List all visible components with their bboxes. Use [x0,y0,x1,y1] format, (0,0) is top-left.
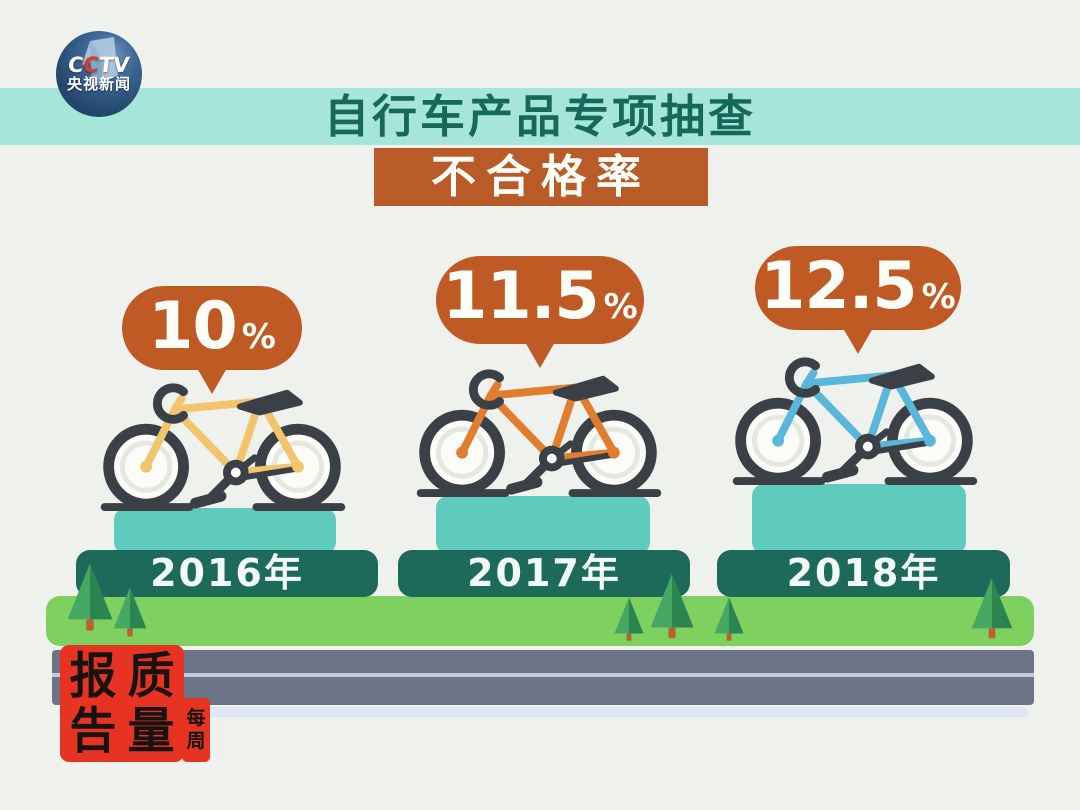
year-label: 2016年 [150,551,304,595]
title-banner: 自行车产品专项抽查 [0,88,1080,145]
pine-tree-icon [67,563,113,631]
road-lane [52,650,1034,673]
road [52,650,1034,705]
bicycle-icon [416,369,662,498]
percent-sign: % [921,277,956,317]
podium-top [752,484,966,554]
year-label: 2018年 [786,551,941,595]
percent-sign: % [241,317,276,357]
pine-tree-icon [971,577,1013,639]
grass-strip [46,596,1034,646]
seal-char: 质 [127,647,175,705]
rate-value: 11.5 [442,259,599,334]
seal-side-char: 每 [186,707,206,729]
rate-value: 12.5 [760,249,917,324]
subtitle-badge: 不合格率 [374,148,708,206]
seal-main-stamp: 报 质 告 量 [60,645,184,762]
rate-bubble: 12.5 % [755,246,961,354]
rate-bubble: 10 % [122,286,302,394]
pine-tree-icon [614,597,644,641]
year-band: 2017年 [398,550,690,597]
logo-subtitle: 央视新闻 [66,74,131,93]
road-shoulder [58,707,1028,717]
year-band: 2016年 [76,550,378,597]
percent-sign: % [603,287,638,327]
road-lane [52,677,1034,705]
podium-top [114,508,336,554]
seal-side-stamp: 每 周 [182,698,210,762]
building-silhouette-icon [82,37,118,87]
cctv-news-logo-icon: CCTV 央视新闻 [56,31,142,117]
rate-value: 10 [148,289,237,364]
page-title: 自行车产品专项抽查 [323,90,756,143]
seal-char: 报 [69,647,117,705]
pine-tree-icon [650,573,694,639]
lane-divider [52,673,1034,677]
pine-tree-icon [113,587,147,637]
quality-report-seal: 报 质 告 量 每 周 [60,645,210,765]
rate-bubble: 11.5 % [436,256,644,368]
year-band: 2018年 [717,550,1010,597]
bicycle-icon [732,357,978,486]
seal-char: 量 [127,702,175,760]
podium-top [436,496,650,554]
seal-side-char: 周 [186,730,206,752]
seal-char: 告 [69,702,117,760]
pine-tree-icon [714,597,744,641]
year-label: 2017年 [467,551,621,595]
bicycle-icon [100,383,346,512]
logo-text: CCTV [67,52,131,77]
